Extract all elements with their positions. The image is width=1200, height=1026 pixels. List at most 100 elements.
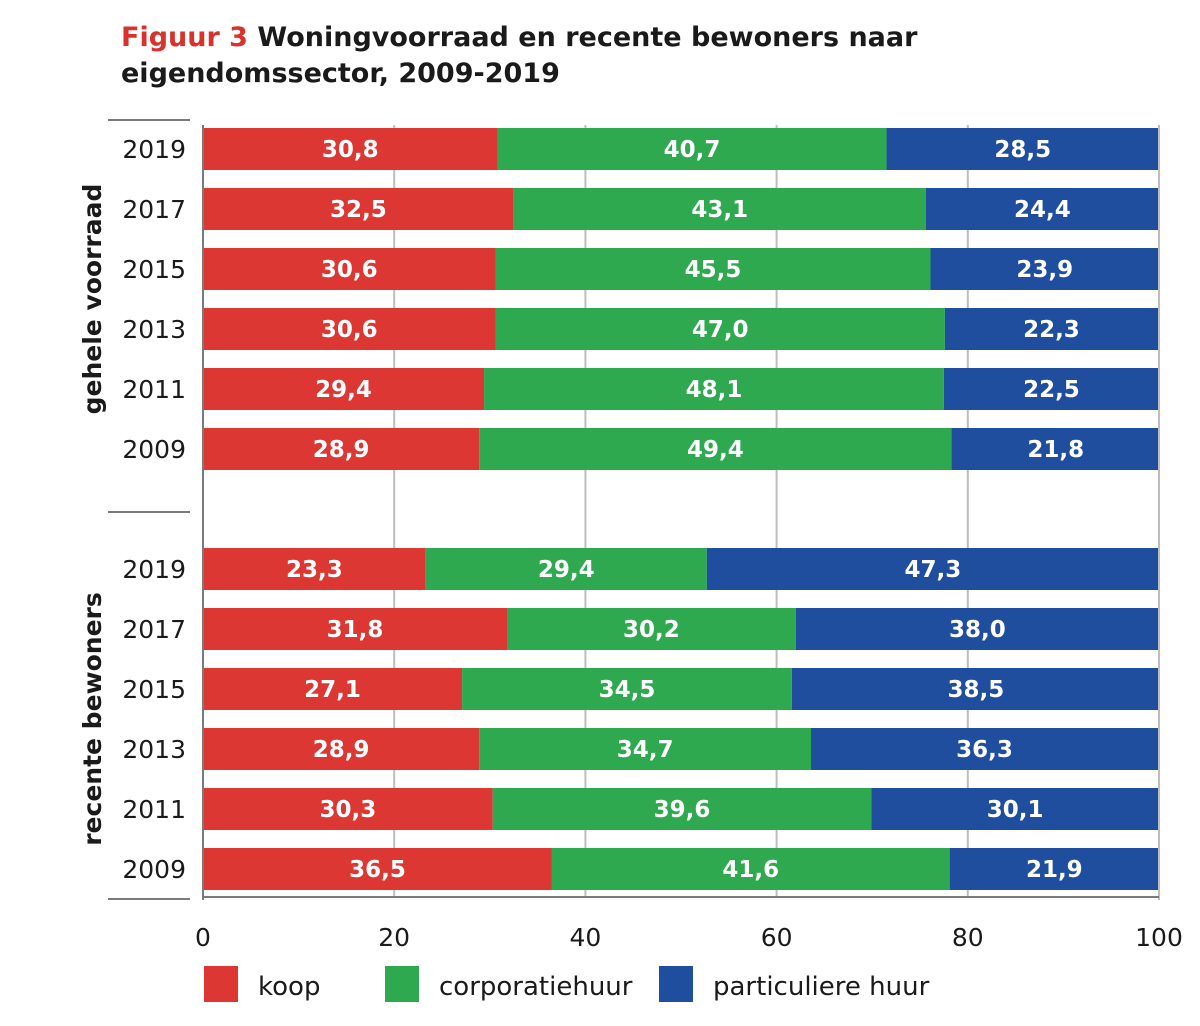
category-label: 2015 — [122, 255, 186, 284]
bar-segment — [513, 188, 926, 230]
group-label: recente bewoners — [78, 592, 107, 846]
bar-segment — [203, 308, 496, 350]
data-label: 23,9 — [1016, 257, 1073, 283]
data-label: 24,4 — [1014, 197, 1071, 223]
data-label: 30,1 — [987, 797, 1044, 823]
bar-segment — [871, 788, 1159, 830]
category-label: 2009 — [122, 435, 186, 464]
figure-title-text: Woningvoorraad en recente bewoners naar … — [121, 22, 918, 89]
bar-segment — [886, 128, 1159, 170]
bar-segment — [203, 848, 552, 890]
data-label: 48,1 — [686, 377, 743, 403]
data-label: 29,4 — [538, 557, 595, 583]
group-label: gehele voorraad — [78, 184, 107, 415]
bar-segment — [706, 548, 1159, 590]
data-label: 34,5 — [599, 677, 656, 703]
bar-segment — [484, 368, 944, 410]
legend-label: koop — [258, 972, 320, 1002]
bar-segment — [203, 548, 426, 590]
data-label: 47,3 — [905, 557, 962, 583]
bar-segment — [203, 368, 485, 410]
data-label: 31,8 — [327, 617, 384, 643]
category-label: 2009 — [122, 855, 186, 884]
data-label: 41,6 — [722, 857, 779, 883]
data-label: 21,9 — [1026, 857, 1083, 883]
category-label: 2015 — [122, 675, 186, 704]
data-label: 47,0 — [692, 317, 749, 343]
data-label: 30,2 — [623, 617, 680, 643]
legend-swatch — [204, 966, 238, 1002]
bar-segment — [203, 248, 496, 290]
data-label: 45,5 — [685, 257, 742, 283]
data-label: 28,9 — [313, 437, 370, 463]
category-label: 2019 — [122, 555, 186, 584]
bar-segment — [497, 128, 887, 170]
x-tick-label: 40 — [569, 923, 601, 952]
data-label: 30,3 — [319, 797, 376, 823]
legend-label: particuliere huur — [713, 972, 930, 1002]
bar-segment — [479, 728, 812, 770]
bar-segment — [203, 788, 493, 830]
bar-segment — [462, 668, 792, 710]
legend-label: corporatiehuur — [439, 972, 633, 1002]
bar-segment — [203, 428, 480, 470]
category-label: 2011 — [122, 795, 186, 824]
legend-swatch — [385, 966, 419, 1002]
data-label: 49,4 — [687, 437, 744, 463]
bar-segment — [930, 248, 1159, 290]
data-label: 40,7 — [664, 137, 721, 163]
bar-segment — [203, 728, 480, 770]
figure-title: Figuur 3 Woningvoorraad en recente bewon… — [121, 20, 1181, 92]
data-label: 34,7 — [617, 737, 674, 763]
bar-segment — [203, 128, 498, 170]
bar-segment — [551, 848, 950, 890]
bar-segment — [203, 188, 514, 230]
bar-segment — [795, 608, 1159, 650]
bar-segment — [944, 308, 1159, 350]
data-label: 22,3 — [1023, 317, 1080, 343]
bar-segment — [507, 608, 796, 650]
figure-number: Figuur 3 — [121, 22, 248, 53]
x-tick-label: 20 — [378, 923, 410, 952]
data-label: 30,8 — [322, 137, 379, 163]
x-tick-label: 0 — [195, 923, 211, 952]
bar-segment — [492, 788, 872, 830]
data-label: 27,1 — [304, 677, 361, 703]
data-label: 28,9 — [313, 737, 370, 763]
bar-segment — [495, 308, 945, 350]
data-label: 38,0 — [949, 617, 1006, 643]
bar-segment — [203, 668, 463, 710]
category-label: 2011 — [122, 375, 186, 404]
bar-segment — [949, 848, 1159, 890]
bar-segment — [203, 608, 508, 650]
category-label: 2013 — [122, 735, 186, 764]
bar-segment — [811, 728, 1159, 770]
data-label: 36,3 — [956, 737, 1013, 763]
data-label: 23,3 — [286, 557, 343, 583]
data-label: 29,4 — [315, 377, 372, 403]
x-tick-label: 100 — [1135, 923, 1183, 952]
bar-segment — [495, 248, 931, 290]
x-tick-label: 60 — [761, 923, 793, 952]
data-label: 28,5 — [994, 137, 1051, 163]
data-label: 22,5 — [1023, 377, 1080, 403]
data-label: 39,6 — [654, 797, 711, 823]
legend-swatch — [659, 966, 693, 1002]
data-label: 32,5 — [330, 197, 387, 223]
bar-segment — [925, 188, 1159, 230]
data-label: 30,6 — [321, 317, 378, 343]
data-label: 21,8 — [1027, 437, 1084, 463]
bar-segment — [479, 428, 952, 470]
category-label: 2019 — [122, 135, 186, 164]
bar-segment — [791, 668, 1160, 710]
category-label: 2013 — [122, 315, 186, 344]
bar-segment — [951, 428, 1160, 470]
bar-segment — [943, 368, 1159, 410]
data-label: 43,1 — [691, 197, 748, 223]
bar-segment — [425, 548, 707, 590]
category-label: 2017 — [122, 195, 186, 224]
category-label: 2017 — [122, 615, 186, 644]
data-label: 38,5 — [948, 677, 1005, 703]
data-label: 30,6 — [321, 257, 378, 283]
